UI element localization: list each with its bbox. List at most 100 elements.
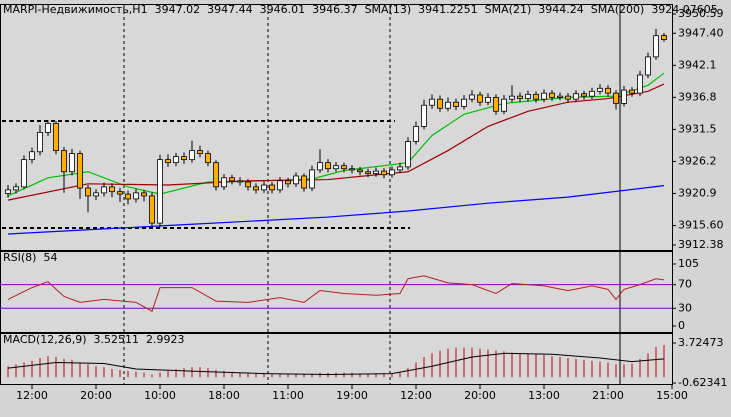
candle-body [661, 35, 667, 40]
candle-body [581, 93, 587, 97]
sma-line [7, 185, 665, 235]
y-tick-label: 3931.5 [678, 122, 717, 135]
header-text: RSI(8) [3, 251, 36, 264]
candle-body [165, 159, 171, 164]
candle-body [69, 153, 75, 173]
candle-body [485, 96, 491, 103]
y-tick-label: 3912.38 [678, 238, 724, 251]
candle-body [533, 93, 539, 100]
candle-body [149, 195, 155, 224]
x-tick-label: 18:00 [208, 389, 240, 402]
x-tick-label: 12:00 [400, 389, 432, 402]
y-tick-label: 3915.60 [678, 219, 724, 232]
candle-body [277, 180, 283, 191]
candle-body [637, 74, 643, 94]
candle-body [477, 94, 483, 103]
candle-body [21, 159, 27, 188]
candle-body [181, 156, 187, 161]
candle-body [117, 191, 123, 195]
y-tick-label: 105 [678, 257, 699, 270]
candle-body [461, 98, 467, 107]
candle-body [261, 184, 267, 191]
candle-body [429, 98, 435, 106]
candle-body [213, 162, 219, 188]
candle-body [389, 169, 395, 176]
candle-body [317, 162, 323, 171]
candle-body [501, 98, 507, 112]
candle-body [173, 156, 179, 164]
header-text: 3946.37 [312, 3, 358, 16]
header-text: 3941.2251 [418, 3, 478, 16]
candle-body [645, 56, 651, 76]
candle-body [245, 181, 251, 188]
candle-body [333, 165, 339, 170]
candle-body [5, 189, 11, 194]
y-tick-label: 70 [678, 278, 692, 291]
x-tick-label: 20:00 [80, 389, 112, 402]
header-text: MARPI-Недвижимость,H1 [3, 3, 148, 16]
y-tick-label: 3950.59 [678, 7, 724, 20]
candle-body [101, 186, 107, 194]
header-text: MACD(12,26,9) [3, 333, 87, 346]
candle-body [421, 104, 427, 127]
candle-body [469, 94, 475, 100]
candle-body [621, 89, 627, 104]
y-tick-label: 3.72473 [678, 336, 724, 349]
candle-body [365, 171, 371, 174]
candle-body [349, 168, 355, 171]
x-tick-label: 15:00 [656, 389, 688, 402]
candle-body [613, 92, 619, 104]
candle-body [125, 193, 131, 200]
y-tick-label: 3942.1 [678, 58, 717, 71]
candle-body [285, 180, 291, 185]
candle-body [325, 162, 331, 170]
header-text: SMA(13) [365, 3, 412, 16]
candle-body [557, 95, 563, 98]
y-tick-label: 3936.8 [678, 90, 717, 103]
candle-body [61, 150, 67, 173]
candle-body [445, 101, 451, 109]
candle-body [53, 122, 59, 151]
candle-body [301, 175, 307, 189]
header-text: 3947.44 [207, 3, 253, 16]
candle-body [565, 95, 571, 100]
candle-body [197, 150, 203, 154]
candle-body [453, 101, 459, 107]
y-tick-label: 3926.2 [678, 154, 717, 167]
y-tick-label: 3920.9 [678, 186, 717, 199]
candle-body [45, 122, 51, 133]
header-text: 2.9923 [146, 333, 185, 346]
candle-body [605, 87, 611, 94]
candle-body [85, 187, 91, 197]
candle-body [77, 153, 83, 189]
candle-body [237, 180, 243, 183]
candle-body [205, 153, 211, 164]
y-tick-label: 0 [678, 319, 685, 332]
candle-body [109, 186, 115, 193]
signal-line [7, 352, 665, 376]
candle-body [357, 169, 363, 173]
y-tick-label: 3947.40 [678, 26, 724, 39]
candle-body [341, 165, 347, 170]
candle-body [141, 192, 147, 197]
candle-body [597, 87, 603, 92]
x-tick-label: 20:00 [464, 389, 496, 402]
x-tick-label: 13:00 [528, 389, 560, 402]
candle-body [509, 95, 515, 100]
candle-body [405, 141, 411, 168]
header-text: 3944.24 [538, 3, 584, 16]
x-tick-label: 12:00 [16, 389, 48, 402]
candle-body [229, 177, 235, 182]
candle-body [517, 95, 523, 99]
candle-body [253, 186, 259, 191]
main-panel [0, 4, 673, 251]
candle-body [573, 93, 579, 100]
candle-body [589, 90, 595, 97]
sma-line [7, 83, 665, 201]
candle-body [541, 92, 547, 100]
candle-body [373, 170, 379, 174]
x-tick-label: 11:00 [272, 389, 304, 402]
candle-body [525, 93, 531, 99]
candle-body [381, 170, 387, 176]
